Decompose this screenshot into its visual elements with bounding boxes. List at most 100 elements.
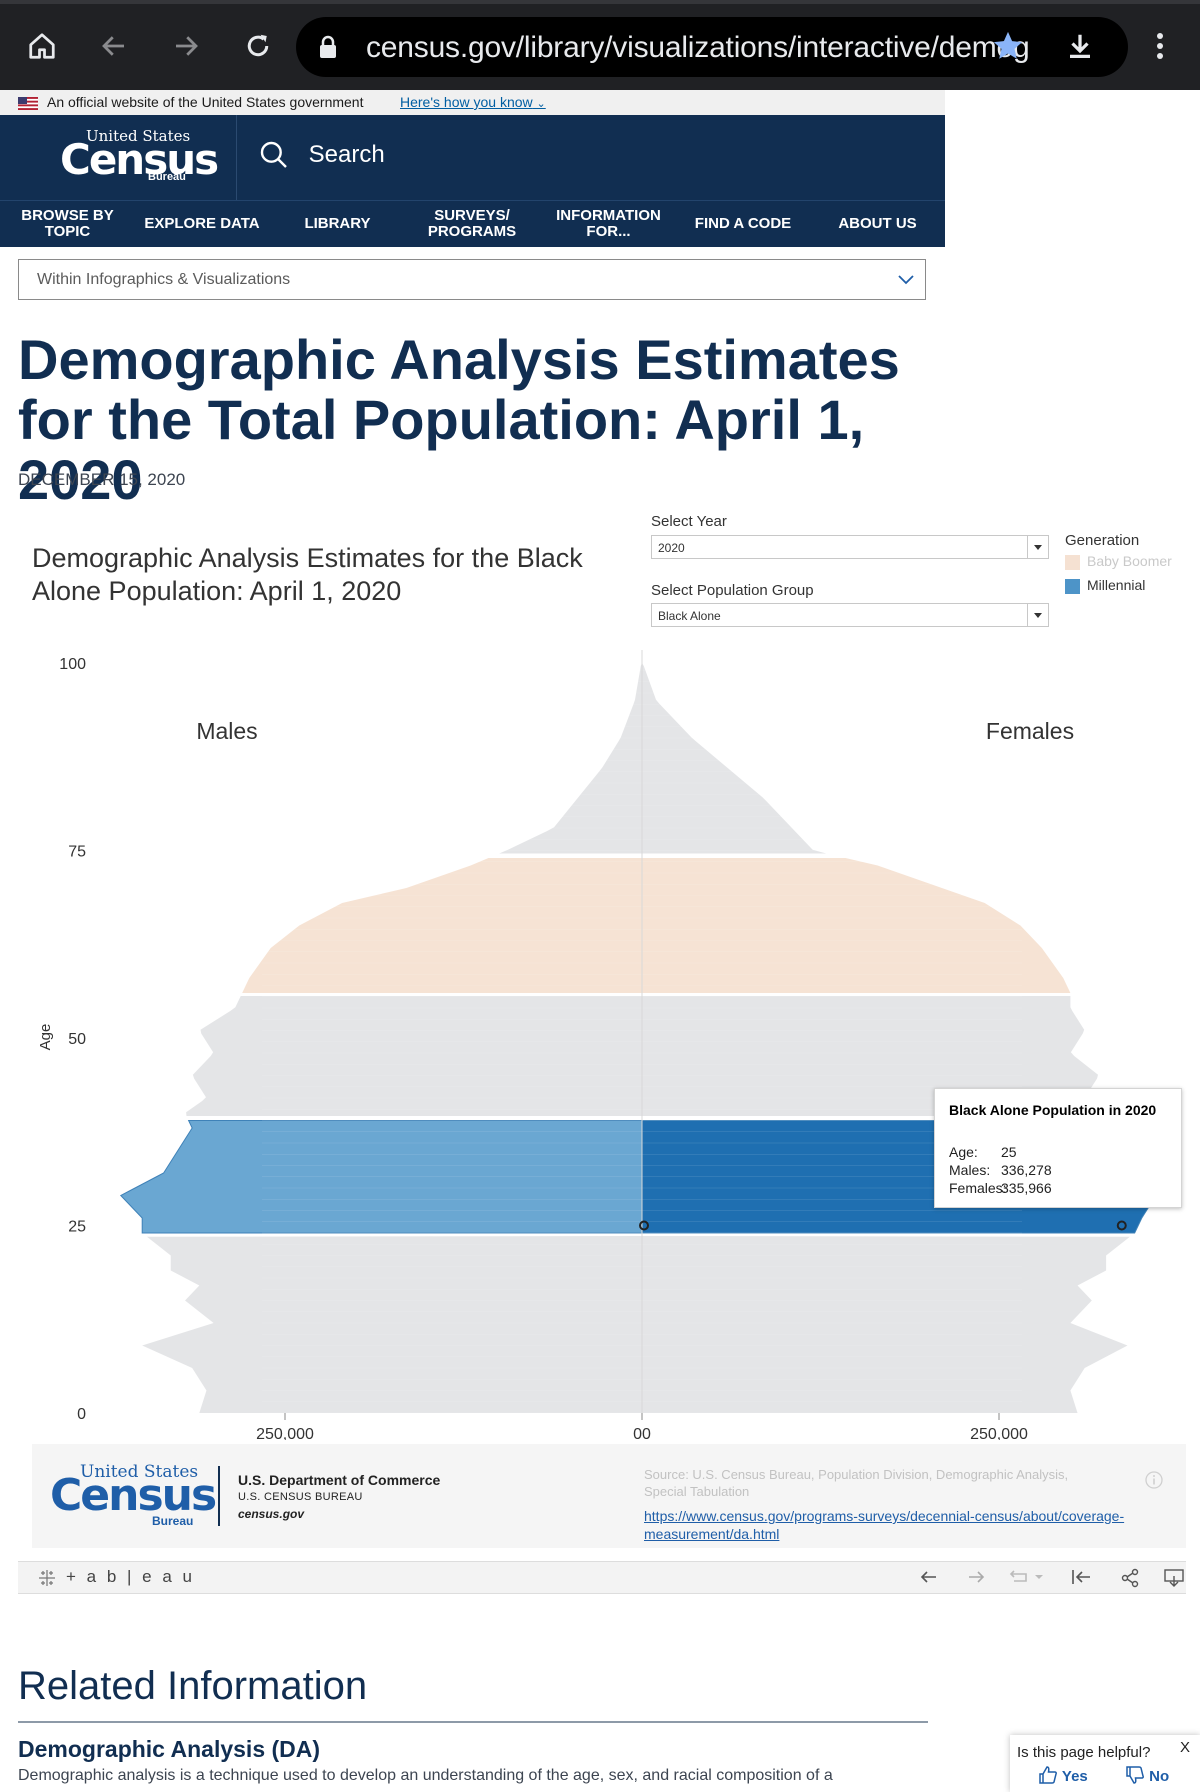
helpful-yes-button[interactable]: Yes bbox=[1038, 1765, 1088, 1785]
back-arrow-icon[interactable] bbox=[90, 22, 138, 70]
tooltip-males-value: 336,278 bbox=[1001, 1162, 1052, 1178]
helpful-no-button[interactable]: No bbox=[1125, 1765, 1169, 1785]
download-icon[interactable] bbox=[1056, 22, 1104, 70]
banner-text: An official website of the United States… bbox=[47, 94, 364, 110]
bookmark-star-icon[interactable] bbox=[991, 29, 1025, 68]
pyramid-male-other-band-0 bbox=[142, 1236, 642, 1413]
nav-about-us[interactable]: ABOUT US bbox=[838, 215, 917, 232]
select-group-label: Select Population Group bbox=[651, 582, 814, 599]
footer-bureau: U.S. CENSUS BUREAU bbox=[238, 1491, 363, 1503]
y-tick-label: 25 bbox=[68, 1219, 86, 1236]
related-divider bbox=[18, 1721, 928, 1723]
download-icon[interactable] bbox=[1163, 1568, 1185, 1588]
demographic-analysis-link[interactable]: Demographic Analysis (DA) bbox=[18, 1736, 321, 1762]
footer-site: census.gov bbox=[238, 1507, 305, 1521]
share-icon[interactable] bbox=[1120, 1568, 1140, 1588]
nav-browse-by-topic[interactable]: BROWSE BY TOPIC bbox=[21, 207, 114, 240]
nav-divider bbox=[0, 200, 945, 201]
select-year-dropdown[interactable]: 2020 bbox=[651, 535, 1049, 559]
page-helpful-widget: Is this page helpful? X Yes No bbox=[1010, 1735, 1200, 1792]
site-header: United States Census Bureau Search BROWS… bbox=[0, 115, 945, 247]
info-icon[interactable] bbox=[1144, 1470, 1164, 1490]
nav-information-for[interactable]: INFORMATION FOR... bbox=[556, 207, 661, 240]
forward-arrow-icon[interactable] bbox=[162, 22, 210, 70]
hover-marker-female bbox=[1116, 1220, 1127, 1231]
within-dropdown-label: Within Infographics & Visualizations bbox=[37, 271, 291, 288]
pyramid-female-bb-band-3 bbox=[642, 858, 1071, 993]
chevron-down-icon bbox=[898, 275, 914, 285]
publish-date: DECEMBER 15, 2020 bbox=[18, 470, 186, 489]
y-axis-label: Age bbox=[37, 1024, 54, 1051]
hover-marker-male bbox=[639, 1220, 649, 1231]
thumbs-up-icon bbox=[1039, 1766, 1057, 1784]
tableau-brand[interactable]: + a b | e a u bbox=[66, 1567, 195, 1586]
select-year-label: Select Year bbox=[651, 513, 727, 530]
tooltip-females-value: 335,966 bbox=[1001, 1180, 1052, 1196]
chart-tooltip: Black Alone Population in 2020 Age: 25 M… bbox=[934, 1088, 1182, 1208]
logo-bureau: Bureau bbox=[148, 171, 186, 183]
helpful-question: Is this page helpful? bbox=[1017, 1744, 1151, 1761]
pyramid-female-other-band-0 bbox=[642, 1236, 1130, 1413]
tooltip-title: Black Alone Population in 2020 bbox=[949, 1102, 1157, 1118]
viz-title: Demographic Analysis Estimates for the B… bbox=[32, 543, 583, 606]
pyramid-female-other-band-4 bbox=[642, 663, 827, 854]
footer-dept: U.S. Department of Commerce bbox=[238, 1472, 441, 1488]
address-bar[interactable]: census.gov/library/visualizations/intera… bbox=[296, 17, 1128, 77]
population-pyramid-chart[interactable]: 0 25 50 75 100 Age 250,000 00 250,000 Males Female… bbox=[0, 0, 1200, 1440]
legend-label: Millennial bbox=[1087, 577, 1146, 593]
reset-icon[interactable] bbox=[1070, 1568, 1092, 1586]
footer-source: Source: U.S. Census Bureau, Population D… bbox=[644, 1467, 1069, 1499]
footer-logo-bureau: Bureau bbox=[152, 1514, 194, 1528]
tooltip-females-label: Females: bbox=[949, 1180, 1007, 1196]
how-you-know-link[interactable]: Here's how you know ⌄ bbox=[400, 94, 546, 110]
nav-library[interactable]: LIBRARY bbox=[304, 215, 371, 232]
pyramid-female-other-band-2 bbox=[642, 996, 1112, 1116]
footer-logo-united-states: United States bbox=[80, 1462, 199, 1482]
us-flag-icon bbox=[18, 97, 38, 110]
home-icon[interactable] bbox=[18, 22, 66, 70]
undo-arrow-icon[interactable] bbox=[919, 1568, 939, 1586]
nav-find-a-code[interactable]: FIND A CODE bbox=[694, 215, 792, 232]
page-title: Demographic Analysis Estimates for the T… bbox=[18, 328, 900, 511]
tableau-logo-icon bbox=[39, 1570, 55, 1586]
tooltip-males-label: Males: bbox=[949, 1162, 991, 1178]
reload-icon[interactable] bbox=[234, 22, 282, 70]
footer-divider bbox=[218, 1466, 220, 1526]
official-site-banner: An official website of the United States… bbox=[0, 90, 945, 115]
males-label: Males bbox=[196, 718, 257, 744]
redo-arrow-icon[interactable] bbox=[966, 1568, 986, 1586]
nav-explore-data[interactable]: EXPLORE DATA bbox=[144, 215, 260, 232]
tab-strip-edge bbox=[0, 0, 1200, 4]
dropdown-arrow-icon bbox=[1027, 536, 1048, 558]
within-section-dropdown[interactable]: Within Infographics & Visualizations bbox=[18, 259, 926, 300]
legend-label: Baby Boomer bbox=[1087, 553, 1172, 569]
related-information-heading: Related Information bbox=[18, 1664, 368, 1708]
demographic-analysis-description: Demographic analysis is a technique used… bbox=[18, 1767, 833, 1784]
legend-title: Generation bbox=[1065, 532, 1140, 549]
pyramid-male-mil-band-1 bbox=[119, 1120, 643, 1234]
dropdown-arrow-icon bbox=[1027, 604, 1048, 626]
select-group-dropdown[interactable]: Black Alone bbox=[651, 603, 1049, 627]
search-button[interactable]: Search bbox=[258, 139, 385, 171]
search-label: Search bbox=[308, 141, 385, 168]
browser-toolbar: census.gov/library/visualizations/intera… bbox=[0, 0, 1200, 90]
pyramid-male-bb-band-3 bbox=[242, 858, 642, 993]
tooltip-age-label: Age: bbox=[949, 1144, 978, 1160]
footer-link[interactable]: https://www.census.gov/programs-surveys/… bbox=[644, 1508, 1125, 1542]
legend-swatch bbox=[1065, 555, 1080, 570]
x-tick-label: 250,000 bbox=[256, 1426, 314, 1440]
y-tick-label: 75 bbox=[68, 844, 86, 861]
revert-icon[interactable] bbox=[1008, 1568, 1044, 1586]
nav-surveys-programs[interactable]: SURVEYS/ PROGRAMS bbox=[427, 207, 517, 240]
logo-census: Census bbox=[60, 135, 219, 184]
census-logo[interactable]: United States Census Bureau bbox=[0, 115, 236, 200]
legend-swatch bbox=[1065, 579, 1080, 594]
more-menu-icon[interactable] bbox=[1136, 22, 1184, 70]
chevron-down-icon: ⌄ bbox=[536, 98, 546, 110]
footer-logo-census: Census bbox=[50, 1470, 217, 1521]
thumbs-down-icon bbox=[1126, 1766, 1144, 1784]
header-divider bbox=[236, 115, 237, 200]
close-icon[interactable]: X bbox=[1179, 1739, 1190, 1756]
url-text[interactable]: census.gov/library/visualizations/intera… bbox=[366, 31, 1030, 64]
logo-united-states: United States bbox=[86, 127, 191, 145]
